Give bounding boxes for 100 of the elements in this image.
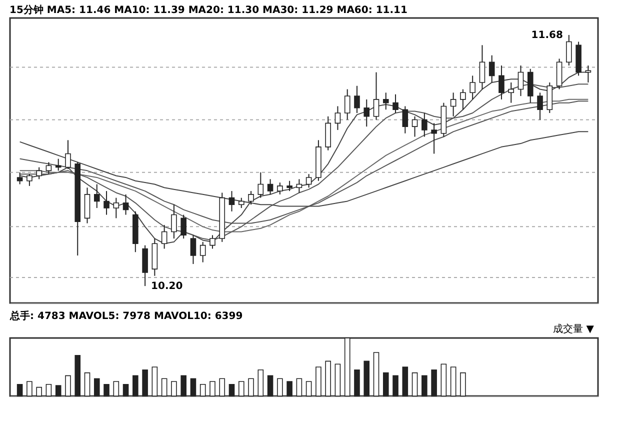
bar — [94, 378, 100, 396]
bar — [306, 381, 312, 396]
candlestick — [161, 224, 168, 250]
candlestick — [344, 88, 350, 120]
bar — [210, 381, 216, 396]
bar — [325, 360, 331, 396]
bar — [316, 366, 322, 396]
candlestick — [566, 34, 572, 66]
bar — [84, 372, 90, 396]
candlestick — [556, 58, 562, 90]
candlestick — [450, 92, 456, 117]
candlestick — [460, 88, 466, 110]
candlestick — [248, 190, 254, 206]
bar — [161, 378, 168, 396]
bar — [412, 372, 418, 396]
bar — [74, 355, 81, 396]
candlestick — [382, 92, 389, 110]
bar — [113, 381, 120, 396]
candlestick — [258, 172, 264, 198]
candlestick — [36, 166, 42, 180]
candlestick — [402, 106, 408, 134]
candlestick — [296, 178, 302, 194]
bar — [142, 370, 148, 396]
bar — [65, 375, 71, 396]
candlestick — [277, 182, 283, 195]
candlestick — [422, 112, 428, 138]
bar — [364, 360, 370, 396]
candlestick — [498, 65, 504, 100]
candlestick — [46, 162, 52, 175]
bar — [296, 378, 302, 396]
bar — [334, 364, 341, 396]
candlestick — [546, 82, 553, 114]
bar — [286, 381, 292, 396]
bar — [422, 375, 428, 396]
bar — [219, 378, 226, 396]
bar — [26, 381, 32, 396]
candlestick — [180, 214, 186, 240]
candlestick — [518, 65, 524, 97]
annotation: 11.68 — [531, 30, 563, 41]
bar — [132, 375, 138, 396]
candlestick — [190, 234, 196, 264]
candlestick — [16, 172, 23, 185]
bar — [190, 378, 196, 396]
bar — [450, 366, 456, 396]
bar — [16, 384, 23, 396]
candlestick — [171, 204, 177, 240]
bar — [248, 378, 254, 396]
candlestick — [142, 244, 148, 287]
candlestick — [26, 174, 32, 186]
candlestick — [488, 54, 495, 83]
candlestick — [585, 65, 592, 83]
candlestick — [537, 92, 543, 120]
candlestick — [55, 158, 62, 172]
bar — [277, 378, 283, 396]
bar — [171, 381, 177, 396]
candlestick — [334, 106, 341, 130]
bar — [344, 338, 350, 396]
bar — [460, 372, 466, 396]
text: 成交量 ▼ — [553, 323, 594, 335]
candlestick — [479, 44, 486, 90]
bar — [267, 375, 274, 396]
candlestick — [104, 190, 110, 216]
bar — [46, 384, 52, 396]
bar — [382, 372, 389, 396]
candlestick — [84, 187, 90, 224]
bar — [180, 375, 186, 396]
bar — [431, 370, 437, 396]
candlestick — [210, 234, 216, 250]
chart-title: 总手: 4783 MAVOL5: 7978 MAVOL10: 6399 — [9, 310, 243, 322]
candlestick — [470, 75, 476, 100]
bar — [373, 352, 380, 396]
candlestick — [364, 98, 370, 128]
bar — [402, 366, 408, 396]
annotation: 10.20 — [151, 281, 183, 292]
chart-title: 15分钟 MA5: 11.46 MA10: 11.39 MA20: 11.30 MA30: 11.29 MA60: 11.11 — [10, 4, 408, 16]
bar — [440, 364, 447, 396]
candlestick — [306, 174, 312, 188]
bar — [122, 384, 129, 396]
candlestick — [65, 140, 71, 170]
candlestick — [431, 122, 437, 154]
candlestick — [373, 72, 380, 120]
candlestick — [527, 68, 534, 104]
candlestick — [200, 241, 206, 263]
bar — [152, 366, 158, 396]
candlestick — [122, 194, 129, 216]
bar — [36, 386, 42, 396]
bar — [200, 384, 206, 396]
candlestick — [325, 116, 331, 151]
candlestick — [238, 197, 244, 208]
candlestick — [113, 197, 120, 219]
bar — [228, 384, 235, 396]
bar — [104, 384, 110, 396]
bar — [55, 385, 62, 396]
candlestick — [392, 94, 398, 114]
candlestick — [354, 85, 360, 114]
bar — [238, 381, 244, 396]
bar — [392, 375, 398, 396]
bar — [258, 370, 264, 396]
candlestick — [286, 180, 292, 192]
candlestick — [228, 190, 235, 212]
